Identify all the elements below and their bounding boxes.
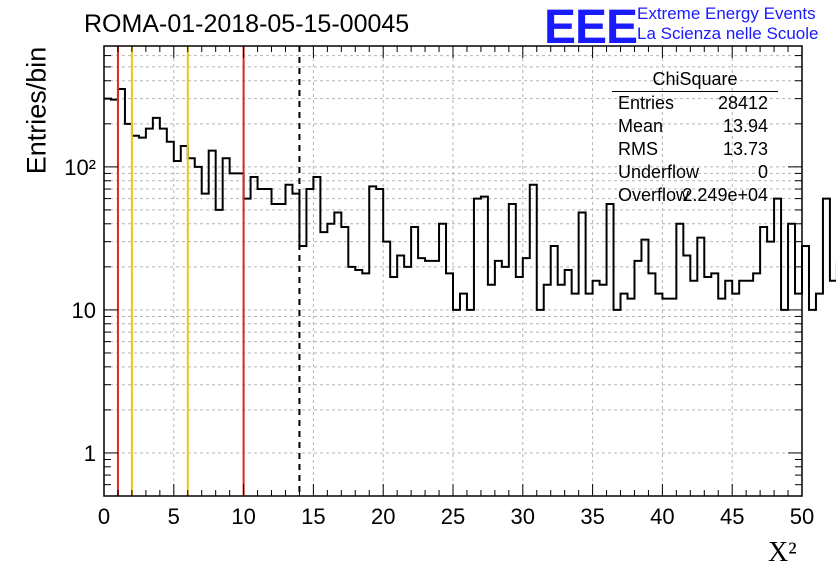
stats-row-overflow: Overflow 2.249e+04 [612,184,778,207]
stats-value: 13.73 [722,139,768,159]
stats-key: RMS [618,139,658,159]
stats-key: Entries [618,93,675,113]
stats-row-rms: RMS 13.73 [612,138,778,161]
y-tick-label: 1 [84,441,96,466]
eee-logo-mark: EEE [544,1,638,54]
x-tick-label: 40 [650,504,674,529]
x-tick-label: 30 [511,504,535,529]
stats-key: Mean [618,116,664,136]
x-tick-label: 5 [168,504,180,529]
stats-key: Overflow [618,185,690,205]
x-tick-label: 0 [98,504,110,529]
x-tick-label: 15 [301,504,325,529]
y-tick-label: 10² [64,155,96,180]
x-tick-label: 45 [720,504,744,529]
x-tick-label: 35 [580,504,604,529]
y-axis-label: Entries/bin [21,46,52,175]
stats-value: 13.94 [722,116,768,136]
x-tick-label: 20 [371,504,395,529]
x-axis-label: X² [768,537,797,568]
stats-value: 2.249e+04 [682,185,768,205]
x-tick-label: 10 [231,504,255,529]
logo-line-1: Extreme Energy Events [637,4,816,23]
x-tick-label: 50 [790,504,814,529]
stats-row-entries: Entries 28412 [612,92,778,115]
logo-line-2: La Scienza nelle Scuole [637,24,819,43]
stats-value: 0 [757,162,768,182]
stats-box-title: ChiSquare [612,68,778,92]
x-tick-label: 25 [441,504,465,529]
stats-row-underflow: Underflow 0 [612,161,778,184]
stats-key: Underflow [618,162,700,182]
chart-title: ROMA-01-2018-05-15-00045 [84,10,410,38]
stats-row-mean: Mean 13.94 [612,115,778,138]
stats-box: ChiSquare Entries 28412 Mean 13.94 RMS 1… [612,68,778,207]
stats-value: 28412 [717,93,768,113]
y-tick-label: 10 [72,298,96,323]
histogram-series [104,88,836,311]
